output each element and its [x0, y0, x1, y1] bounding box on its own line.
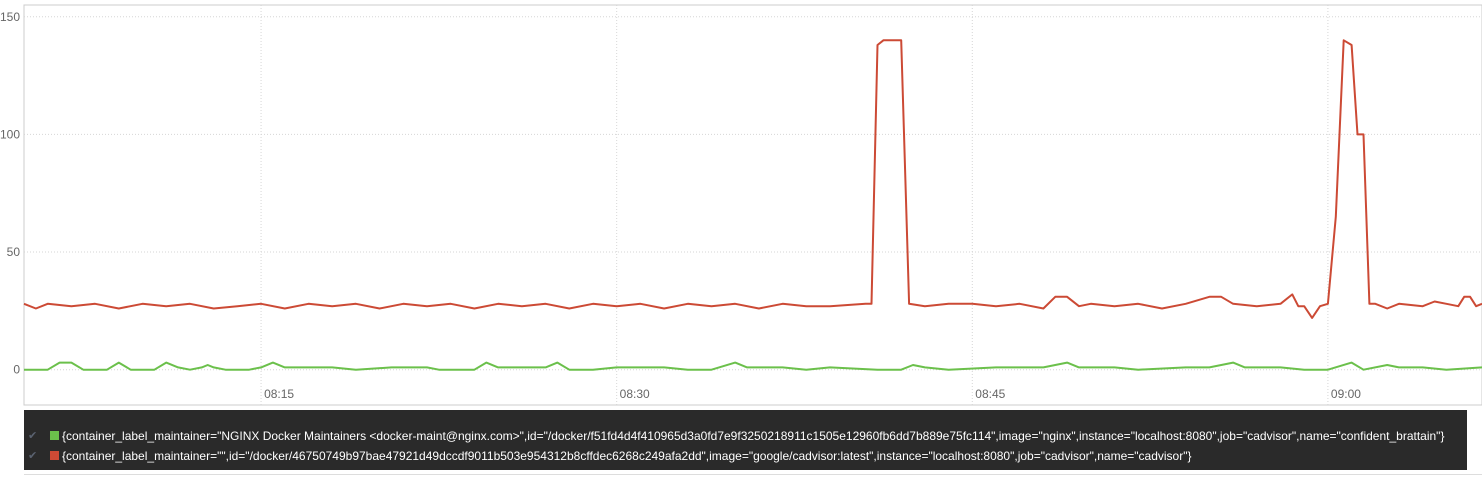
check-icon[interactable]: ✔: [28, 430, 38, 442]
chart-area: 0 50 100 150 08:15 08:30 08:45 09:00: [0, 4, 1482, 406]
x-tick-label: 08:45: [975, 387, 1005, 401]
legend-swatch: [50, 431, 59, 440]
x-tick-label: 09:00: [1331, 387, 1361, 401]
check-icon[interactable]: ✔: [28, 450, 38, 462]
y-tick-label: 0: [13, 363, 20, 377]
y-tick-label: 100: [0, 127, 20, 141]
x-tick-label: 08:15: [264, 387, 294, 401]
bottom-divider: [24, 474, 1482, 475]
x-tick-label: 08:30: [620, 387, 650, 401]
tick-layer: 0 50 100 150 08:15 08:30 08:45 09:00: [0, 10, 1361, 401]
legend: ✔ {container_label_maintainer="NGINX Doc…: [24, 410, 1467, 470]
plot-frame: [23, 4, 1482, 406]
line-chart: 0 50 100 150 08:15 08:30 08:45 09:00: [0, 4, 1482, 406]
series-line-1[interactable]: [24, 361, 1482, 371]
legend-label: {container_label_maintainer="",id="/dock…: [62, 449, 1192, 463]
legend-swatch: [50, 451, 59, 460]
series-line-2[interactable]: [23, 39, 1482, 319]
series-layer: [23, 39, 1482, 371]
legend-item-nginx[interactable]: ✔ {container_label_maintainer="NGINX Doc…: [24, 426, 1467, 446]
legend-item-cadvisor[interactable]: ✔ {container_label_maintainer="",id="/do…: [24, 446, 1467, 466]
legend-label: {container_label_maintainer="NGINX Docke…: [62, 429, 1445, 443]
y-tick-label: 50: [7, 245, 21, 259]
y-tick-label: 150: [0, 10, 20, 24]
grid-layer: [24, 5, 1482, 405]
